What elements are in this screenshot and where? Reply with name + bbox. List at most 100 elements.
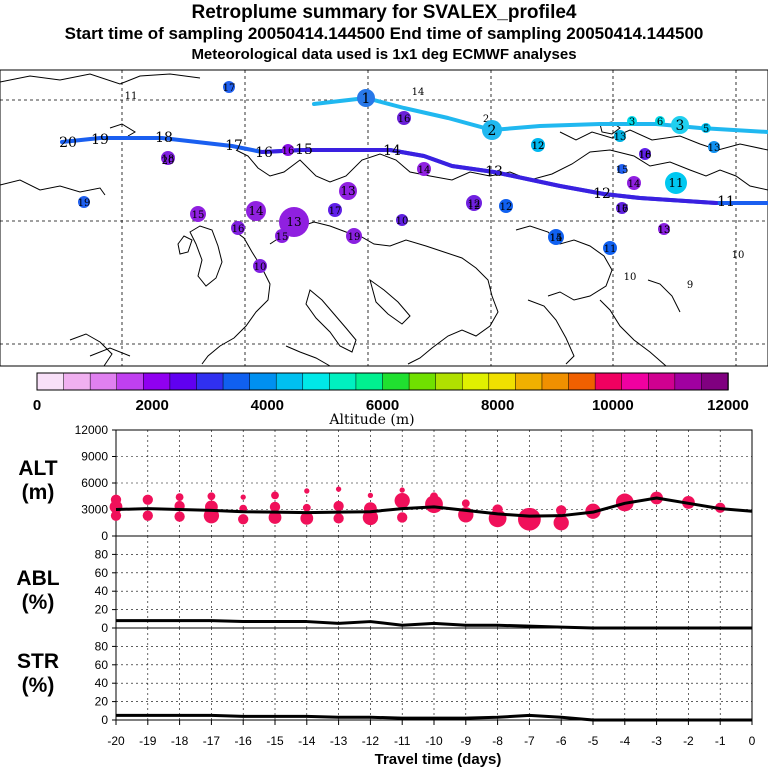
cluster-marker: 15	[275, 229, 289, 243]
cluster-label: 16	[616, 204, 629, 215]
cluster-marker: 16	[231, 221, 245, 235]
colorbar-cell	[701, 372, 729, 391]
alt-cluster-point	[302, 503, 311, 512]
colorbar-tick-label: 2000	[135, 397, 168, 414]
cluster-circle	[328, 203, 342, 217]
cluster-marker: 12	[499, 199, 513, 213]
cluster-circle	[614, 130, 626, 142]
x-axis-title: Travel time (days)	[375, 751, 502, 768]
x-tick-label: 0	[749, 734, 756, 748]
track-label: 15	[295, 142, 313, 158]
cluster-label: 12	[468, 199, 481, 210]
track-label: 11	[717, 194, 735, 210]
cluster-marker: 11	[665, 172, 687, 194]
cluster-label: 18	[162, 154, 175, 165]
cluster-label: 14	[418, 165, 431, 176]
cluster-label: 17	[616, 204, 629, 215]
cluster-marker: 13	[708, 141, 721, 154]
x-tick-label: -10	[425, 734, 443, 748]
cluster-label: 17	[223, 83, 236, 94]
track-label: 12	[593, 186, 611, 202]
y-tick-label: 80	[95, 547, 109, 561]
cluster-label: 16	[282, 146, 295, 157]
cluster-label: 12	[500, 202, 513, 213]
cluster-marker: 12	[466, 195, 482, 211]
cluster-marker: 14	[548, 229, 564, 245]
colorbar-cell	[648, 372, 676, 391]
y-tick-label: 0	[101, 621, 108, 635]
colorbar-cell	[541, 372, 570, 391]
colorbar-cell	[515, 372, 543, 391]
track-labels: 20 19 18 17 16 15 14 13 12 11	[59, 130, 735, 210]
alt-cluster-point	[333, 500, 344, 512]
cluster-circle	[708, 141, 720, 153]
colorbar-cell	[435, 372, 463, 391]
cluster-marker: 16	[282, 144, 295, 157]
cluster-circle	[627, 176, 641, 190]
cluster-label: 16	[232, 224, 245, 235]
panel-label: ABL	[16, 567, 59, 590]
cluster-circle	[78, 196, 90, 208]
cluster-marker: 17	[223, 81, 236, 94]
alt-cluster-point	[110, 494, 122, 505]
y-tick-label: 0	[101, 713, 108, 727]
cluster-circle	[346, 228, 362, 244]
y-tick-label: 20	[95, 695, 109, 709]
cluster-marker: 13	[658, 225, 671, 236]
y-tick-label: 80	[95, 639, 109, 653]
colorbar-cell	[196, 372, 224, 391]
cluster-label: 12	[532, 141, 545, 152]
cluster-label: 16	[398, 114, 411, 125]
colorbar-cell	[329, 372, 357, 391]
upper-track-marker: 2	[482, 120, 502, 140]
alt-cluster-point	[335, 486, 342, 492]
cluster-label: 19	[348, 232, 361, 243]
cluster-marker: 14	[417, 162, 431, 176]
cluster-circle	[275, 229, 289, 243]
cluster-circle	[499, 199, 513, 213]
colorbar-cell	[674, 372, 703, 391]
colorbar-cell	[488, 372, 517, 391]
colorbar-tick-label: 4000	[251, 397, 284, 414]
cluster-marker: 20	[162, 156, 175, 167]
x-tick-label: -6	[556, 734, 567, 748]
str-line	[116, 713, 752, 722]
cluster-marker: 13	[279, 207, 309, 237]
alt-cluster-point	[399, 487, 405, 493]
cluster-label: 15	[192, 210, 205, 221]
cluster-marker: 17	[328, 203, 342, 217]
cluster-marker: 15	[550, 233, 563, 244]
cluster-label: 2	[483, 114, 489, 125]
cluster-marker: 5	[701, 123, 711, 135]
track-label: 17	[225, 138, 243, 154]
upper-marker-circle	[671, 116, 689, 134]
alt-cluster-point	[430, 492, 438, 501]
cluster-marker: 17	[616, 204, 629, 215]
x-tick-label: -13	[330, 734, 348, 748]
track-label: 19	[91, 132, 109, 148]
y-tick-label: 0	[101, 529, 108, 543]
cluster-marker: 10	[396, 214, 408, 227]
cluster-label: 10	[254, 262, 267, 273]
cluster-circle	[396, 214, 408, 226]
y-tick-label: 6000	[81, 476, 108, 490]
alt-mean-line	[115, 496, 753, 518]
cluster-marker: 12	[468, 201, 481, 212]
cluster-circle	[397, 111, 411, 125]
x-tick-label: -19	[139, 734, 157, 748]
cluster-marker: 9	[687, 280, 693, 291]
alt-cluster-point	[394, 493, 410, 509]
cluster-circle	[617, 164, 627, 174]
x-tick-label: -7	[524, 734, 535, 748]
cluster-marker: 12	[531, 138, 545, 152]
cluster-marker: 12	[532, 141, 545, 152]
x-tick-label: -11	[394, 734, 411, 748]
cluster-label: 13	[658, 225, 671, 236]
cluster-label: 13	[708, 143, 721, 154]
cluster-marker: 13	[339, 182, 357, 200]
colorbar-tick-label: 0	[33, 397, 41, 414]
alt-cluster-point	[461, 499, 470, 508]
cluster-label: 15	[276, 232, 289, 243]
x-tick-label: -4	[619, 734, 630, 748]
cluster-label: 14	[248, 204, 264, 218]
